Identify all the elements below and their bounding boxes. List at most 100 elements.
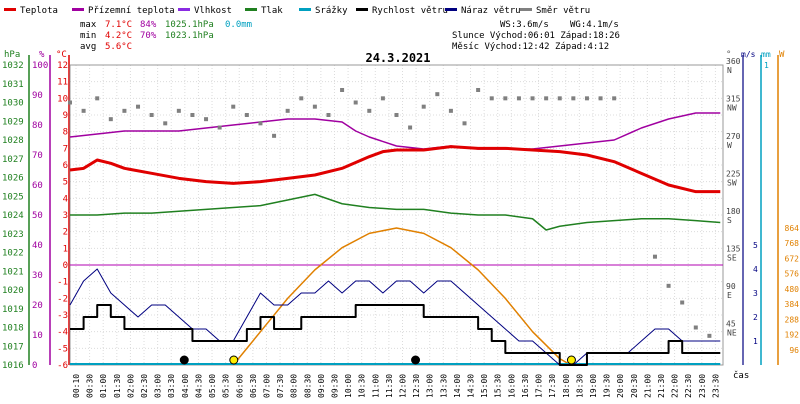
wind-dir-point bbox=[258, 121, 263, 126]
tick-label-dir: 90 bbox=[726, 282, 736, 291]
tick-label-time: 15:30 bbox=[494, 374, 503, 398]
wind-dir-point bbox=[530, 96, 535, 101]
axis-unit-dir: ° bbox=[726, 50, 731, 60]
tick-label-ms: 1 bbox=[753, 337, 758, 346]
tick-label-time: 03:30 bbox=[167, 374, 176, 398]
tick-label-ms: 2 bbox=[753, 313, 758, 322]
stats-avg-label: avg bbox=[80, 42, 96, 52]
series-tlak bbox=[70, 193, 721, 231]
wind-dir-point bbox=[217, 125, 222, 130]
tick-label-dir: 45 bbox=[726, 320, 736, 329]
tick-label-pct: 30 bbox=[32, 271, 43, 281]
tick-label-dir: 315 bbox=[726, 95, 741, 104]
tick-label-time: 13:00 bbox=[426, 374, 435, 398]
wind-dir-point bbox=[544, 96, 549, 101]
tick-label-time: 07:30 bbox=[276, 374, 285, 398]
tick-label-time: 06:30 bbox=[249, 374, 258, 398]
tick-label-time: 19:30 bbox=[603, 374, 612, 398]
tick-label-c: 5 bbox=[63, 178, 68, 188]
tick-label-time: 19:00 bbox=[589, 374, 598, 398]
wind-dir-point bbox=[163, 121, 168, 126]
sunrise-marker bbox=[229, 355, 239, 365]
axes: hPa% °C1032103110301029102810271026102510… bbox=[2, 50, 799, 398]
legend-swatch bbox=[4, 8, 16, 11]
tick-label-time: 12:00 bbox=[399, 374, 408, 398]
wind-dir-point bbox=[516, 96, 521, 101]
tick-label-time: 20:30 bbox=[630, 374, 639, 398]
legend-label: Teplota bbox=[20, 6, 58, 16]
tick-label-c: 11 bbox=[57, 78, 68, 88]
tick-label-w: 576 bbox=[785, 270, 800, 279]
tick-label-time: 11:00 bbox=[371, 374, 380, 398]
tick-label-hpa: 1028 bbox=[2, 136, 24, 146]
tick-label-time: 11:30 bbox=[385, 374, 394, 398]
chart-date-title: 24.3.2021 bbox=[365, 51, 430, 65]
tick-label-pct: 0 bbox=[32, 361, 37, 371]
tick-label-hpa: 1023 bbox=[2, 230, 24, 240]
info-panel: WS:3.6m/s WG:4.1m/s Slunce Východ:06:01 … bbox=[452, 20, 620, 52]
wind-dir-point bbox=[299, 96, 304, 101]
tick-label-c: 2 bbox=[63, 228, 68, 238]
axis-unit-mm: mm bbox=[761, 50, 771, 59]
tick-label-time: 09:00 bbox=[317, 374, 326, 398]
wind-dir-point bbox=[612, 96, 617, 101]
tick-label-time: 23:30 bbox=[711, 374, 720, 398]
stats-max-rain: 0.0mm bbox=[225, 20, 252, 30]
stats-max-label: max bbox=[80, 20, 97, 30]
tick-label-time: 18:00 bbox=[562, 374, 571, 398]
wind-dir-point bbox=[598, 96, 603, 101]
wind-dir-point bbox=[81, 108, 86, 113]
tick-label-dir: 270 bbox=[726, 132, 741, 141]
tick-label-compass: E bbox=[727, 291, 732, 300]
tick-label-dir: 135 bbox=[726, 245, 741, 254]
tick-label-w: 288 bbox=[785, 315, 800, 324]
tick-label-time: 10:00 bbox=[344, 374, 353, 398]
stats-min-label: min bbox=[80, 31, 96, 41]
tick-label-c: -5 bbox=[57, 344, 68, 354]
tick-label-time: 04:00 bbox=[181, 374, 190, 398]
tick-label-dir: 225 bbox=[726, 170, 741, 179]
legend-label: Srážky bbox=[315, 6, 348, 16]
tick-label-time: 21:30 bbox=[657, 374, 666, 398]
tick-label-pct: 50 bbox=[32, 211, 43, 221]
stats-min-hum: 70% bbox=[140, 31, 157, 41]
tick-label-w: 192 bbox=[785, 331, 800, 340]
tick-label-time: 01:30 bbox=[113, 374, 122, 398]
axis-unit-ms: m/s bbox=[741, 50, 756, 59]
wind-dir-point bbox=[652, 254, 657, 259]
tick-label-c: 10 bbox=[57, 94, 68, 104]
wind-dir-point bbox=[340, 88, 345, 92]
tick-label-time: 04:30 bbox=[194, 374, 203, 398]
wind-dir-point bbox=[448, 108, 453, 113]
legend-label: Náraz větru bbox=[461, 6, 521, 16]
tick-label-ms: 3 bbox=[753, 289, 758, 298]
moon-rise-marker bbox=[411, 355, 421, 365]
legend-swatch bbox=[356, 8, 368, 11]
tick-label-dir: 180 bbox=[726, 207, 741, 216]
tick-label-w: 480 bbox=[785, 285, 800, 294]
series-teplota bbox=[69, 145, 721, 194]
wind-dir-point bbox=[108, 117, 113, 122]
tick-label-time: 06:00 bbox=[235, 374, 244, 398]
tick-label-c: -1 bbox=[57, 278, 68, 288]
tick-label-w: 864 bbox=[785, 224, 800, 233]
tick-label-hpa: 1024 bbox=[2, 211, 24, 221]
axis-unit-c: °C bbox=[56, 50, 67, 60]
tick-label-hpa: 1016 bbox=[2, 361, 24, 371]
tick-label-hpa: 1017 bbox=[2, 342, 24, 352]
wind-dir-point bbox=[693, 325, 698, 330]
axis-unit-hpa: hPa bbox=[4, 50, 20, 60]
stats-max-temp: 7.1°C bbox=[105, 20, 132, 30]
stats-max-press: 1025.1hPa bbox=[165, 20, 214, 30]
tick-label-time: 21:00 bbox=[643, 374, 652, 398]
tick-label-c: -2 bbox=[57, 294, 68, 304]
legend-swatch bbox=[245, 8, 257, 11]
tick-label-time: 22:30 bbox=[684, 374, 693, 398]
wind-dir-point bbox=[421, 104, 426, 109]
wind-dir-point bbox=[666, 283, 671, 288]
tick-label-pct: 40 bbox=[32, 241, 43, 251]
tick-label-time: 13:30 bbox=[439, 374, 448, 398]
tick-label-pct: 100 bbox=[32, 61, 48, 71]
tick-label-w: 768 bbox=[785, 239, 800, 248]
